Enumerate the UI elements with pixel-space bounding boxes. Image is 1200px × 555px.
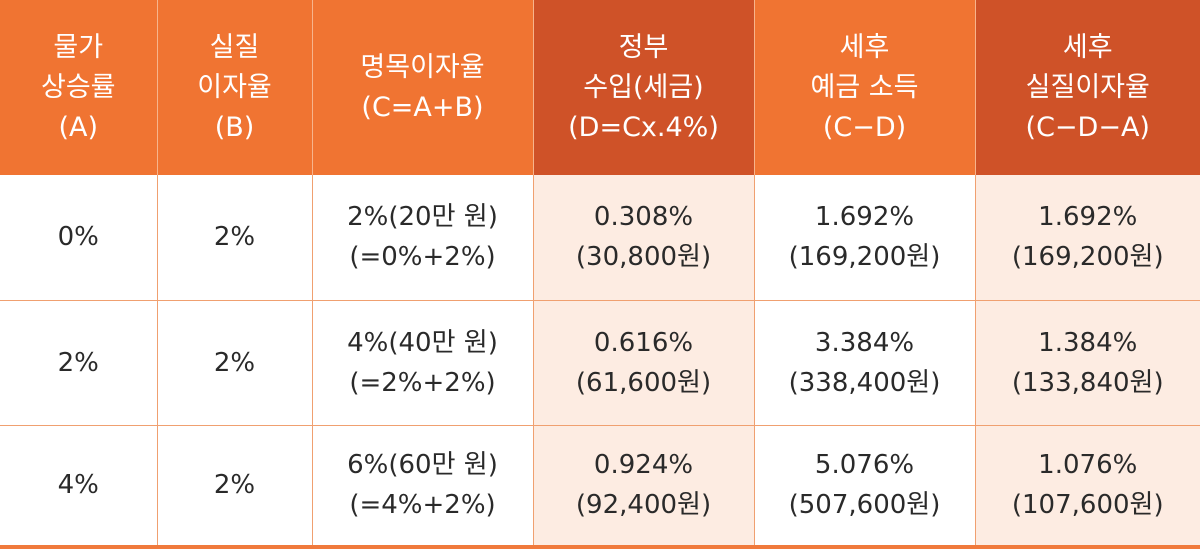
header-text: 명목이자율: [360, 51, 485, 83]
header-text: 실질이자율: [1025, 71, 1150, 103]
cell-nominal-formula: (=4%+2%): [349, 490, 496, 521]
cell-tax-rate: 0.616%: [593, 327, 694, 358]
bottom-rule: [0, 545, 1200, 549]
cell-real-rate: 2%: [157, 299, 313, 425]
header-text: (C−D−A): [1025, 111, 1150, 143]
cell-tax-amount: (92,400원): [575, 490, 712, 521]
cell-inflation: 0%: [0, 175, 158, 300]
cell-nominal-value: 2%(20만 원): [347, 202, 498, 233]
cell-after-tax-income: 1.692% (169,200원): [754, 175, 976, 300]
cell-income-rate: 5.076%: [814, 450, 915, 481]
header-text: 이자율: [197, 71, 272, 103]
header-text: 정부: [618, 31, 669, 63]
header-real-rate: 실질 이자율 (B): [157, 0, 313, 175]
header-row: 물가 상승률 (A) 실질 이자율 (B) 명목이자율 (C=A+B) 정부 수…: [0, 0, 1200, 175]
header-text: 실질: [209, 31, 260, 63]
cell-real-after-amount: (133,840원): [1011, 367, 1164, 398]
cell-real-after-amount: (169,200원): [1011, 242, 1164, 273]
cell-nominal-formula: (=2%+2%): [349, 367, 496, 398]
cell-income-amount: (338,400원): [788, 367, 941, 398]
cell-after-tax-income: 5.076% (507,600원): [754, 424, 976, 545]
header-text: 수입(세금): [583, 71, 704, 103]
cell-inflation: 4%: [0, 424, 158, 545]
header-nominal-rate: 명목이자율 (C=A+B): [312, 0, 534, 175]
table-row: 2% 2% 4%(40만 원) (=2%+2%) 0.616% (61,600원…: [0, 299, 1200, 425]
cell-after-tax-income: 3.384% (338,400원): [754, 299, 976, 425]
cell-tax: 0.616% (61,600원): [533, 299, 755, 425]
cell-nominal: 2%(20만 원) (=0%+2%): [312, 175, 534, 300]
cell-real-after-rate: 1.076%: [1038, 450, 1138, 481]
header-government-tax: 정부 수입(세금) (D=Cx.4%): [533, 0, 755, 175]
cell-income-amount: (169,200원): [788, 242, 941, 273]
cell-income-amount: (507,600원): [788, 490, 941, 521]
header-text: 세후: [839, 31, 890, 63]
cell-after-tax-real: 1.692% (169,200원): [975, 175, 1200, 300]
cell-income-rate: 3.384%: [814, 327, 915, 358]
cell-inflation: 2%: [0, 299, 158, 425]
cell-after-tax-real: 1.384% (133,840원): [975, 299, 1200, 425]
header-after-tax-real-rate: 세후 실질이자율 (C−D−A): [975, 0, 1200, 175]
header-text: (D=Cx.4%): [568, 111, 719, 143]
header-text: 예금 소득: [810, 71, 919, 103]
cell-real-rate: 2%: [157, 424, 313, 545]
header-text: (C=A+B): [361, 91, 484, 123]
cell-real-after-amount: (107,600원): [1011, 490, 1164, 521]
header-after-tax-income: 세후 예금 소득 (C−D): [754, 0, 976, 175]
table-row: 4% 2% 6%(60만 원) (=4%+2%) 0.924% (92,400원…: [0, 424, 1200, 545]
table-row: 0% 2% 2%(20만 원) (=0%+2%) 0.308% (30,800원…: [0, 175, 1200, 300]
header-text: (C−D): [822, 111, 907, 143]
header-inflation: 물가 상승률 (A): [0, 0, 158, 175]
header-text: (B): [214, 111, 255, 143]
cell-nominal: 4%(40만 원) (=2%+2%): [312, 299, 534, 425]
cell-tax: 0.924% (92,400원): [533, 424, 755, 545]
header-text: (A): [58, 111, 99, 143]
cell-real-rate: 2%: [157, 175, 313, 300]
cell-nominal-value: 4%(40만 원): [347, 327, 498, 358]
cell-real-after-rate: 1.384%: [1038, 327, 1138, 358]
cell-nominal: 6%(60만 원) (=4%+2%): [312, 424, 534, 545]
header-text: 세후: [1062, 31, 1113, 63]
cell-after-tax-real: 1.076% (107,600원): [975, 424, 1200, 545]
cell-tax-amount: (61,600원): [575, 367, 712, 398]
cell-nominal-value: 6%(60만 원): [347, 450, 498, 481]
cell-tax-rate: 0.924%: [593, 450, 694, 481]
header-text: 상승률: [40, 71, 116, 103]
cell-income-rate: 1.692%: [814, 202, 915, 233]
cell-tax-amount: (30,800원): [575, 242, 712, 273]
cell-nominal-formula: (=0%+2%): [349, 242, 496, 273]
cell-tax-rate: 0.308%: [593, 202, 694, 233]
header-text: 물가: [53, 31, 104, 63]
cell-real-after-rate: 1.692%: [1038, 202, 1138, 233]
cell-tax: 0.308% (30,800원): [533, 175, 755, 300]
